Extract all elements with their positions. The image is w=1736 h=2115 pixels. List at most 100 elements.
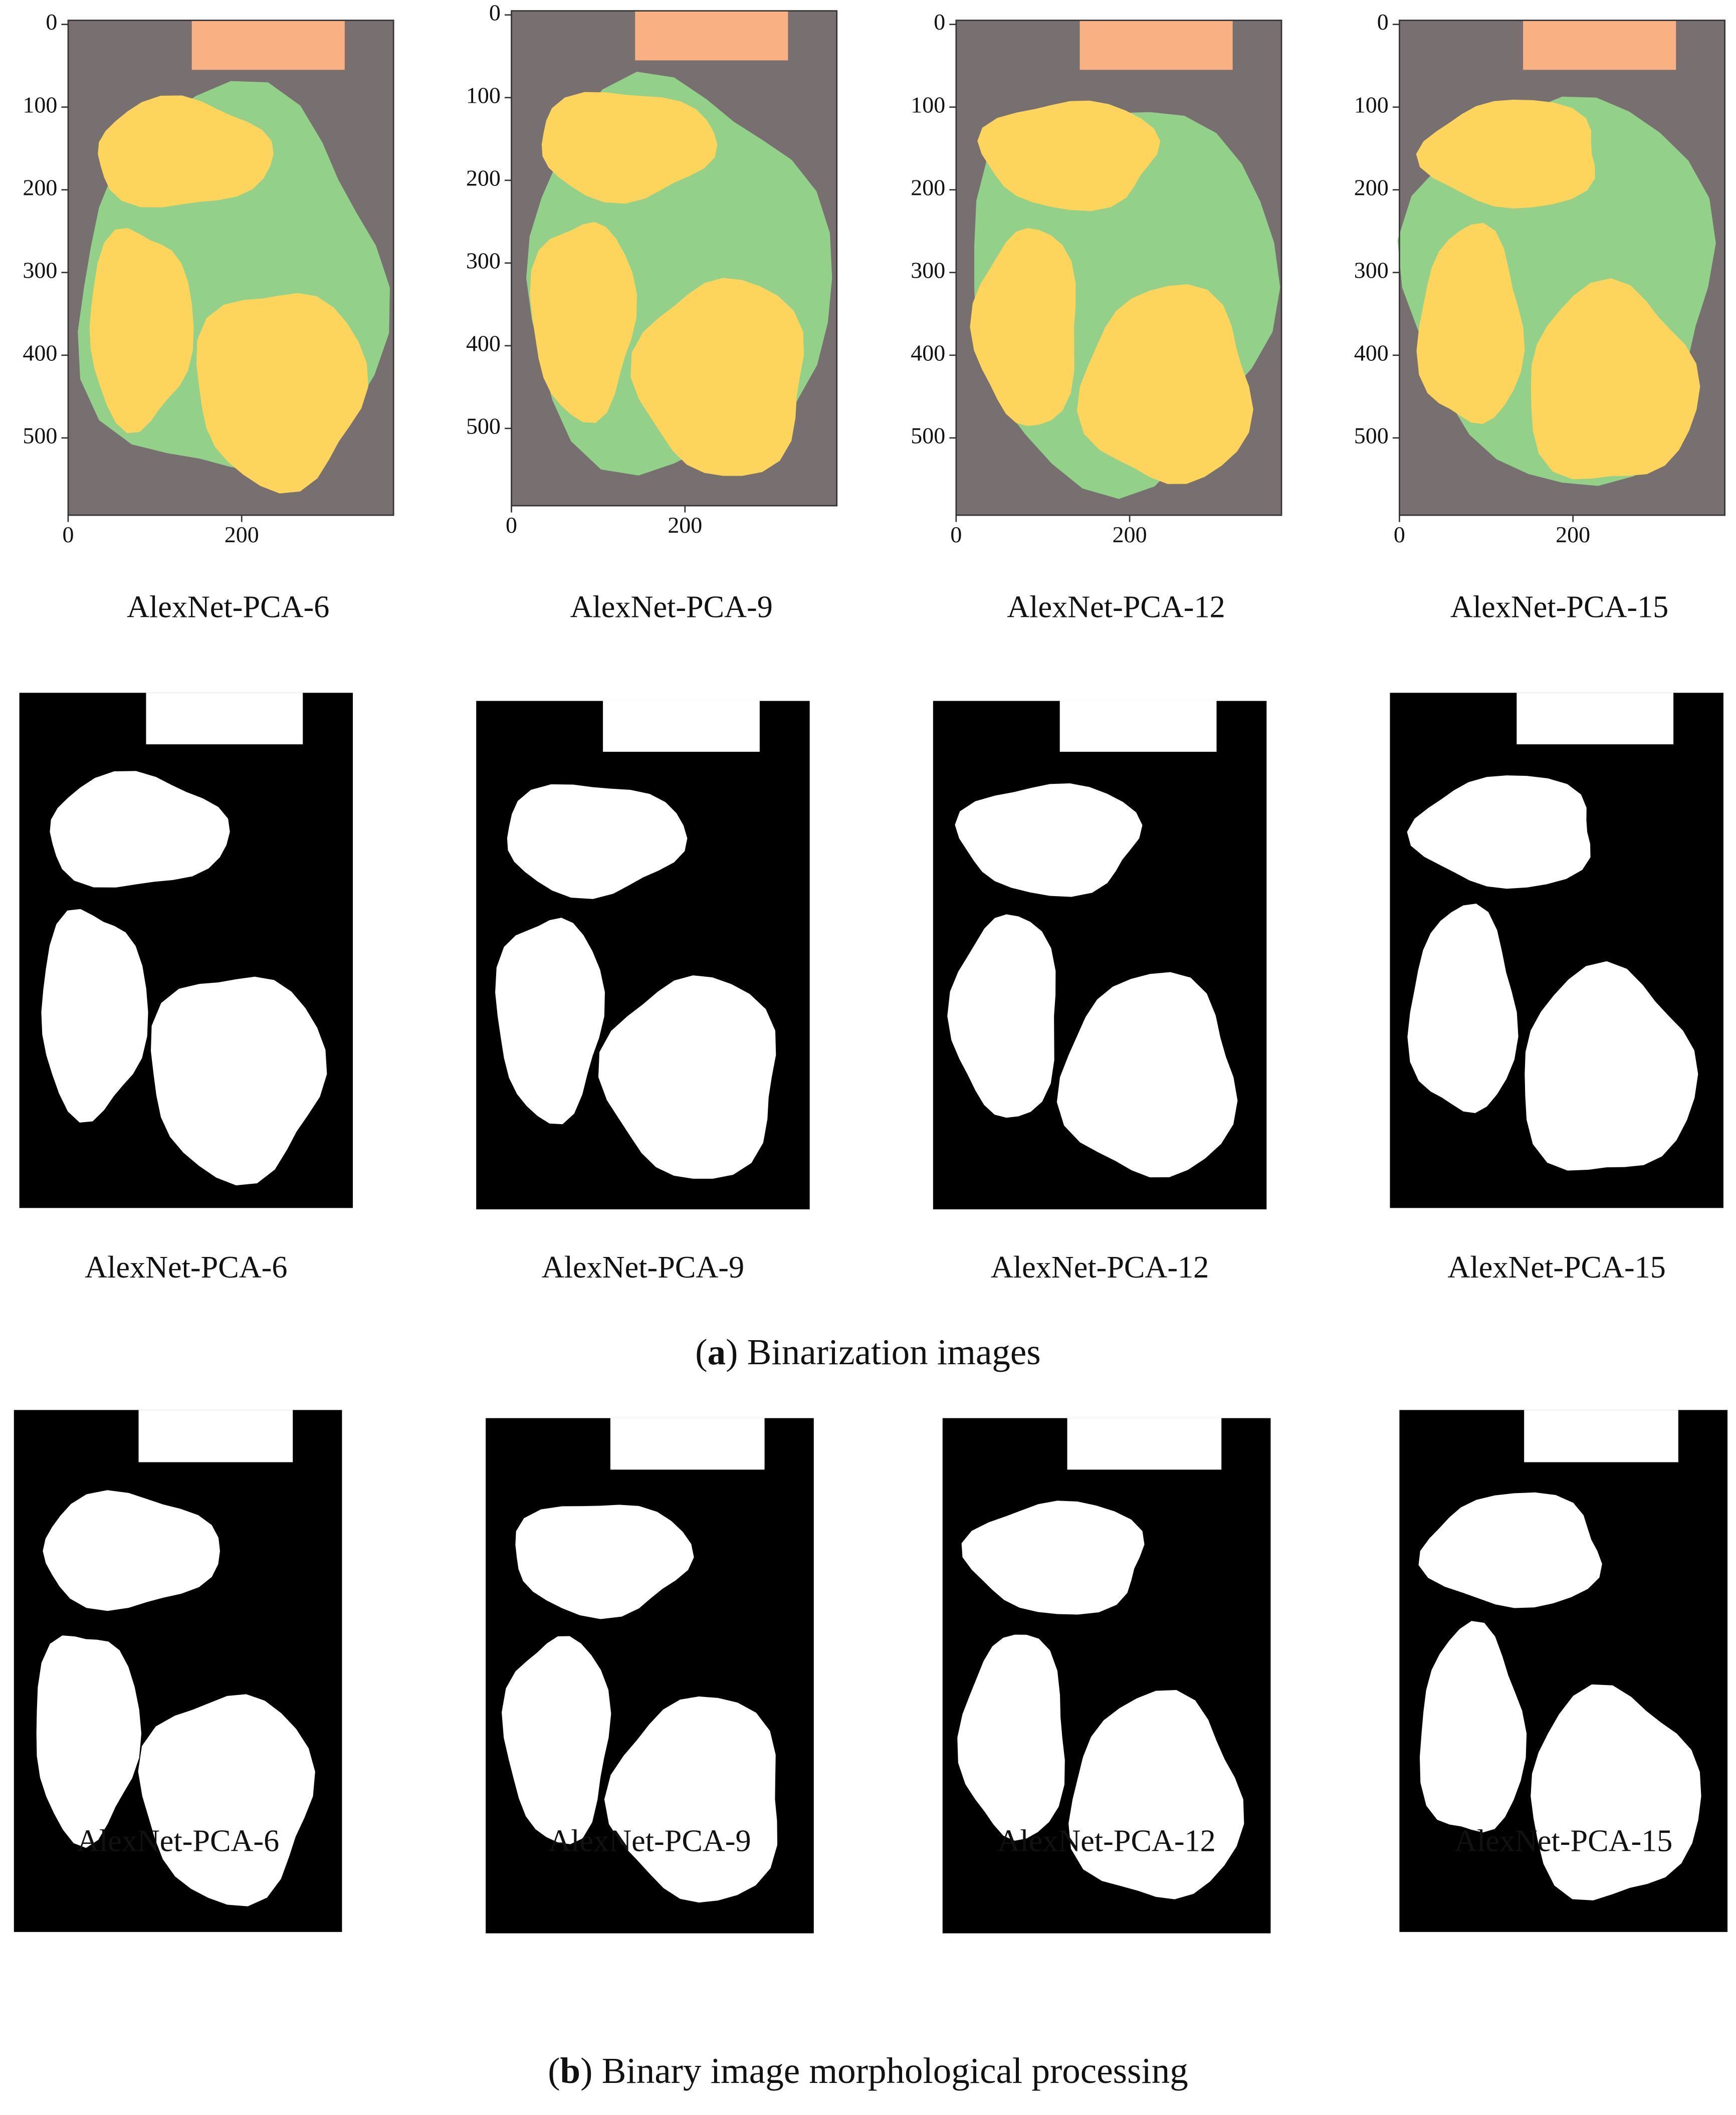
object-region bbox=[598, 975, 776, 1179]
object-region bbox=[630, 278, 804, 476]
x-tick-label: 200 bbox=[668, 512, 702, 538]
object-region bbox=[957, 1634, 1065, 1841]
object-region bbox=[541, 92, 718, 204]
panel-caption: AlexNet-PCA-12 bbox=[991, 1250, 1209, 1285]
object-region bbox=[1407, 775, 1591, 889]
y-tick-label: 500 bbox=[23, 422, 57, 448]
y-tick-label: 200 bbox=[1354, 174, 1389, 200]
object-region bbox=[947, 914, 1056, 1118]
panel-caption: AlexNet-PCA-6 bbox=[77, 1824, 279, 1858]
panel-caption: AlexNet-PCA-9 bbox=[548, 1824, 751, 1858]
top-region bbox=[610, 1418, 765, 1470]
caption-text: ) Binary image morphological processing bbox=[580, 2050, 1188, 2091]
object-region bbox=[1416, 223, 1525, 424]
top-region bbox=[138, 1410, 293, 1462]
caption-b: (b) Binary image morphological processin… bbox=[548, 2050, 1188, 2091]
x-tick-label: 0 bbox=[1394, 522, 1405, 547]
object-region bbox=[1531, 1684, 1701, 1900]
y-tick-label: 500 bbox=[1354, 422, 1389, 448]
object-region bbox=[1531, 278, 1700, 480]
top-region bbox=[1067, 1418, 1222, 1470]
object-region bbox=[50, 771, 230, 888]
object-region bbox=[970, 228, 1076, 426]
object-region bbox=[1407, 903, 1518, 1113]
object-region bbox=[1416, 99, 1595, 209]
axes-frame bbox=[955, 20, 1282, 516]
object-region bbox=[138, 1694, 315, 1907]
panel-caption: AlexNet-PCA-6 bbox=[85, 1250, 287, 1285]
y-tick-label: 0 bbox=[489, 0, 501, 25]
caption-label: a bbox=[708, 1332, 726, 1372]
caption-a: (a) Binarization images bbox=[695, 1332, 1040, 1372]
panel-caption: AlexNet-PCA-6 bbox=[127, 590, 329, 624]
y-tick-label: 0 bbox=[1377, 9, 1389, 35]
caption-open: ( bbox=[548, 2050, 560, 2091]
object-region bbox=[515, 1505, 694, 1619]
panel-caption: AlexNet-PCA-12 bbox=[997, 1824, 1215, 1858]
top-region bbox=[1516, 693, 1674, 745]
object-region bbox=[507, 784, 688, 899]
object-region bbox=[98, 95, 274, 207]
axes-frame bbox=[1399, 20, 1725, 516]
object-region bbox=[604, 1696, 778, 1903]
panel-caption: AlexNet-PCA-15 bbox=[1448, 1250, 1666, 1285]
x-tick-label: 0 bbox=[506, 512, 517, 538]
y-tick-label: 300 bbox=[1354, 257, 1389, 283]
y-tick-label: 400 bbox=[1354, 340, 1389, 365]
object-region bbox=[1419, 1621, 1527, 1833]
y-tick-label: 0 bbox=[46, 9, 57, 35]
top-region bbox=[146, 693, 303, 745]
top-region bbox=[1059, 701, 1217, 752]
x-tick-label: 0 bbox=[950, 522, 962, 547]
y-tick-label: 500 bbox=[466, 413, 501, 439]
panel-caption: AlexNet-PCA-15 bbox=[1450, 590, 1668, 624]
object-region bbox=[36, 1635, 142, 1848]
axes-frame bbox=[511, 10, 838, 507]
top-region bbox=[191, 20, 345, 70]
panel-caption: AlexNet-PCA-9 bbox=[570, 590, 773, 624]
y-tick-label: 500 bbox=[911, 422, 945, 448]
object-region bbox=[502, 1636, 611, 1844]
top-region bbox=[1079, 20, 1233, 70]
object-region bbox=[955, 783, 1143, 897]
object-region bbox=[530, 222, 637, 423]
object-region bbox=[89, 228, 194, 434]
x-tick-label: 200 bbox=[1113, 522, 1147, 547]
top-region bbox=[603, 701, 760, 752]
x-tick-label: 0 bbox=[62, 522, 74, 547]
caption-label: b bbox=[560, 2050, 581, 2091]
object-region bbox=[977, 100, 1161, 212]
object-region bbox=[961, 1501, 1145, 1615]
object-region bbox=[1418, 1492, 1602, 1608]
axes-frame bbox=[67, 20, 394, 516]
object-region bbox=[1068, 1689, 1244, 1899]
panel-caption: AlexNet-PCA-15 bbox=[1454, 1824, 1672, 1858]
y-tick-label: 300 bbox=[23, 257, 57, 283]
y-tick-label: 300 bbox=[911, 257, 945, 283]
x-tick-label: 200 bbox=[1556, 522, 1590, 547]
y-tick-label: 200 bbox=[466, 165, 501, 190]
object-region bbox=[495, 918, 605, 1125]
y-tick-label: 200 bbox=[911, 174, 945, 200]
object-region bbox=[43, 1490, 220, 1611]
top-region bbox=[1523, 20, 1676, 70]
panel-caption: AlexNet-PCA-12 bbox=[1007, 590, 1225, 624]
y-tick-label: 300 bbox=[466, 248, 501, 273]
y-tick-label: 400 bbox=[911, 340, 945, 365]
caption-text: ) Binarization images bbox=[726, 1332, 1041, 1372]
object-region bbox=[150, 976, 327, 1186]
y-tick-label: 0 bbox=[934, 9, 945, 35]
top-region bbox=[1524, 1410, 1678, 1462]
object-region bbox=[1056, 972, 1238, 1178]
x-tick-label: 200 bbox=[225, 522, 259, 547]
y-tick-label: 400 bbox=[466, 330, 501, 356]
y-tick-label: 200 bbox=[23, 174, 57, 200]
y-tick-label: 100 bbox=[1354, 92, 1389, 117]
caption-open: ( bbox=[695, 1332, 707, 1372]
panel-caption: AlexNet-PCA-9 bbox=[542, 1250, 744, 1285]
object-region bbox=[196, 293, 368, 494]
y-tick-label: 100 bbox=[23, 92, 57, 117]
y-tick-label: 100 bbox=[911, 92, 945, 117]
